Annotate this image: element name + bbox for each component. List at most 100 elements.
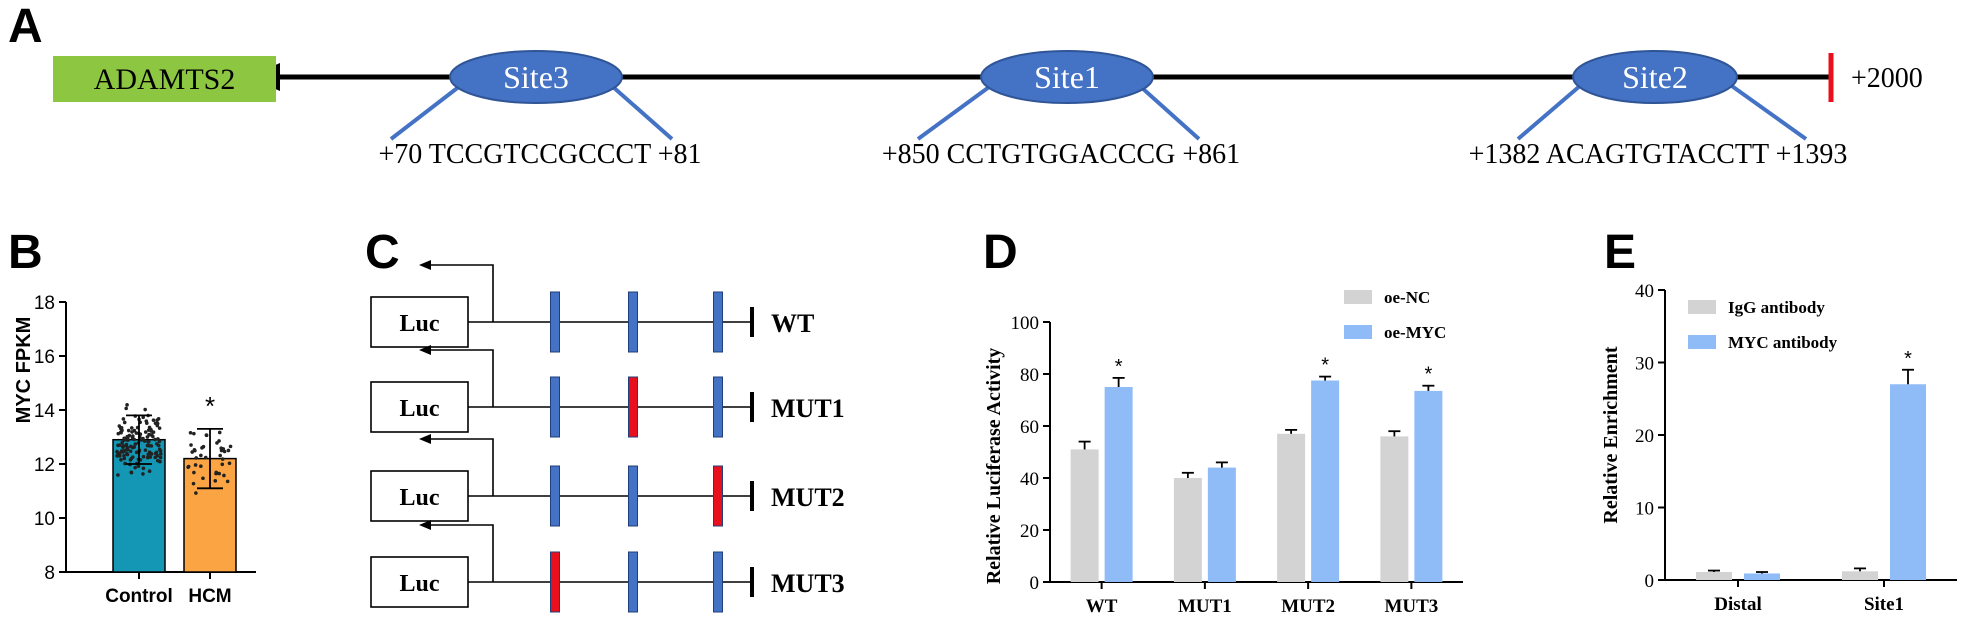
b-dot bbox=[116, 443, 120, 448]
b-dot bbox=[151, 434, 155, 439]
e-legend-label: IgG antibody bbox=[1728, 298, 1825, 317]
e-y-tick-label: 0 bbox=[1645, 571, 1655, 592]
b-dot bbox=[134, 450, 139, 455]
b-y-tick-label: 18 bbox=[34, 293, 55, 314]
b-dot bbox=[155, 418, 160, 422]
b-dot bbox=[219, 446, 223, 451]
e-y-tick-label: 40 bbox=[1635, 281, 1654, 302]
b-dot bbox=[193, 463, 198, 467]
b-dot bbox=[147, 469, 152, 474]
b-bars: Control * HCM bbox=[105, 391, 237, 607]
b-y-tick-label: 16 bbox=[34, 347, 55, 368]
b-dot bbox=[158, 455, 163, 460]
c-construct-mut3-site-1-mutated bbox=[550, 551, 560, 613]
c-construct-wt-site-1 bbox=[550, 291, 560, 353]
d-significance-star: * bbox=[1115, 356, 1123, 378]
b-dot bbox=[151, 418, 156, 422]
b-dot bbox=[124, 442, 129, 447]
c-construct-mut3-promoter-arrow bbox=[429, 524, 494, 582]
site-3: Site3 +70 TCCGTCCGCCCT +81 bbox=[378, 50, 702, 170]
c-construct-wt-promoter-arrow bbox=[429, 264, 494, 322]
c-construct-wt-site-2 bbox=[628, 291, 638, 353]
c-construct-mut1-site-1 bbox=[550, 376, 560, 438]
d-bar-mut1-oe-nc bbox=[1173, 478, 1202, 582]
d-y-tick-label: 0 bbox=[1030, 573, 1040, 594]
d-bar-mut1-oe-myc bbox=[1207, 467, 1236, 582]
site-3-right-connector bbox=[602, 77, 674, 141]
b-y-tick-label: 12 bbox=[34, 455, 55, 476]
c-construct-mut1-luc-box bbox=[370, 381, 469, 433]
b-dot bbox=[194, 491, 198, 495]
e-bar-distal-igg-antibody bbox=[1696, 572, 1732, 580]
c-construct-mut3-luc-label: Luc bbox=[399, 571, 439, 597]
e-legend-label: MYC antibody bbox=[1728, 333, 1838, 352]
d-legend: oe-NC oe-MYC bbox=[1344, 288, 1446, 342]
site-1-sequence: +850 CCTGTGGACCCG +861 bbox=[882, 139, 1240, 170]
c-construct-mut2-promoter-arrow bbox=[429, 438, 494, 496]
d-bar-mut3-oe-myc bbox=[1414, 390, 1443, 582]
e-legend-swatch bbox=[1688, 335, 1716, 349]
end-label: +2000 bbox=[1851, 63, 1923, 94]
b-y-axis-label: MYC FPKM bbox=[13, 317, 35, 424]
b-y-tick-label: 14 bbox=[34, 401, 56, 422]
b-dot bbox=[220, 462, 225, 467]
site-2-sequence: +1382 ACAGTGTACCTT +1393 bbox=[1469, 139, 1848, 170]
d-x-tick-label: WT bbox=[1086, 596, 1118, 617]
c-construct-mut1-label: MUT1 bbox=[771, 394, 845, 423]
panel-letter-b: B bbox=[8, 226, 43, 279]
e-y-axis-label: Relative Enrichment bbox=[1600, 346, 1622, 524]
d-bar-wt-oe-nc bbox=[1070, 449, 1099, 582]
b-dot bbox=[217, 439, 221, 443]
c-construct-mut1-site-2-mutated bbox=[628, 376, 638, 438]
b-dot bbox=[126, 437, 131, 442]
c-construct-mut3-site-2 bbox=[628, 551, 638, 613]
e-y-tick-label: 20 bbox=[1635, 426, 1654, 447]
b-dot bbox=[186, 464, 191, 469]
b-dot bbox=[122, 436, 126, 441]
b-dot bbox=[193, 448, 197, 453]
b-dot bbox=[120, 440, 125, 445]
b-dot bbox=[141, 415, 145, 420]
b-axes: 8 10 12 14 16 18 bbox=[34, 293, 256, 584]
b-dot bbox=[201, 476, 205, 481]
c-construct-wt-label: WT bbox=[771, 309, 814, 338]
e-legend: IgG antibody MYC antibody bbox=[1688, 298, 1838, 352]
b-dot bbox=[192, 470, 196, 475]
b-dot bbox=[120, 428, 124, 433]
b-x-tick-label: Control bbox=[105, 586, 173, 607]
d-bars: * WT MUT1 * MUT2 * MUT3 bbox=[1070, 355, 1443, 617]
b-dot bbox=[222, 473, 226, 478]
b-dot bbox=[199, 453, 203, 458]
e-x-tick-label: Site1 bbox=[1864, 594, 1904, 615]
b-dot bbox=[122, 420, 127, 425]
e-y-tick-label: 30 bbox=[1635, 354, 1654, 375]
c-construct-mut2-luc-label: Luc bbox=[399, 485, 439, 511]
d-bar-mut3-oe-nc bbox=[1380, 436, 1409, 582]
site-2-right-connector bbox=[1720, 77, 1808, 141]
c-construct-mut2-site-2 bbox=[628, 465, 638, 527]
b-dot bbox=[155, 453, 160, 458]
b-dot bbox=[136, 464, 141, 468]
b-dot bbox=[145, 443, 150, 448]
b-dot bbox=[122, 453, 126, 458]
b-dot bbox=[144, 419, 149, 423]
e-legend-swatch bbox=[1688, 300, 1716, 314]
site-2-label: Site2 bbox=[1622, 59, 1688, 95]
b-dot bbox=[143, 448, 148, 452]
panel-e: E Relative Enrichment 0 10 20 30 40 Distal * S… bbox=[1600, 226, 1957, 615]
b-dot bbox=[125, 452, 130, 457]
e-y-tick-label: 10 bbox=[1635, 499, 1654, 520]
site-3-left-connector bbox=[389, 77, 471, 141]
b-dot bbox=[217, 471, 221, 476]
b-dot bbox=[227, 461, 232, 466]
b-dot bbox=[156, 443, 161, 448]
b-dot bbox=[148, 455, 153, 459]
e-bar-site1-myc-antibody bbox=[1890, 384, 1926, 580]
b-dot bbox=[133, 442, 138, 446]
b-dot bbox=[143, 430, 148, 434]
b-dot bbox=[129, 456, 134, 461]
panel-letter-e: E bbox=[1604, 226, 1636, 279]
site-2-left-connector bbox=[1516, 77, 1590, 141]
d-bar-mut2-oe-myc bbox=[1311, 380, 1340, 582]
